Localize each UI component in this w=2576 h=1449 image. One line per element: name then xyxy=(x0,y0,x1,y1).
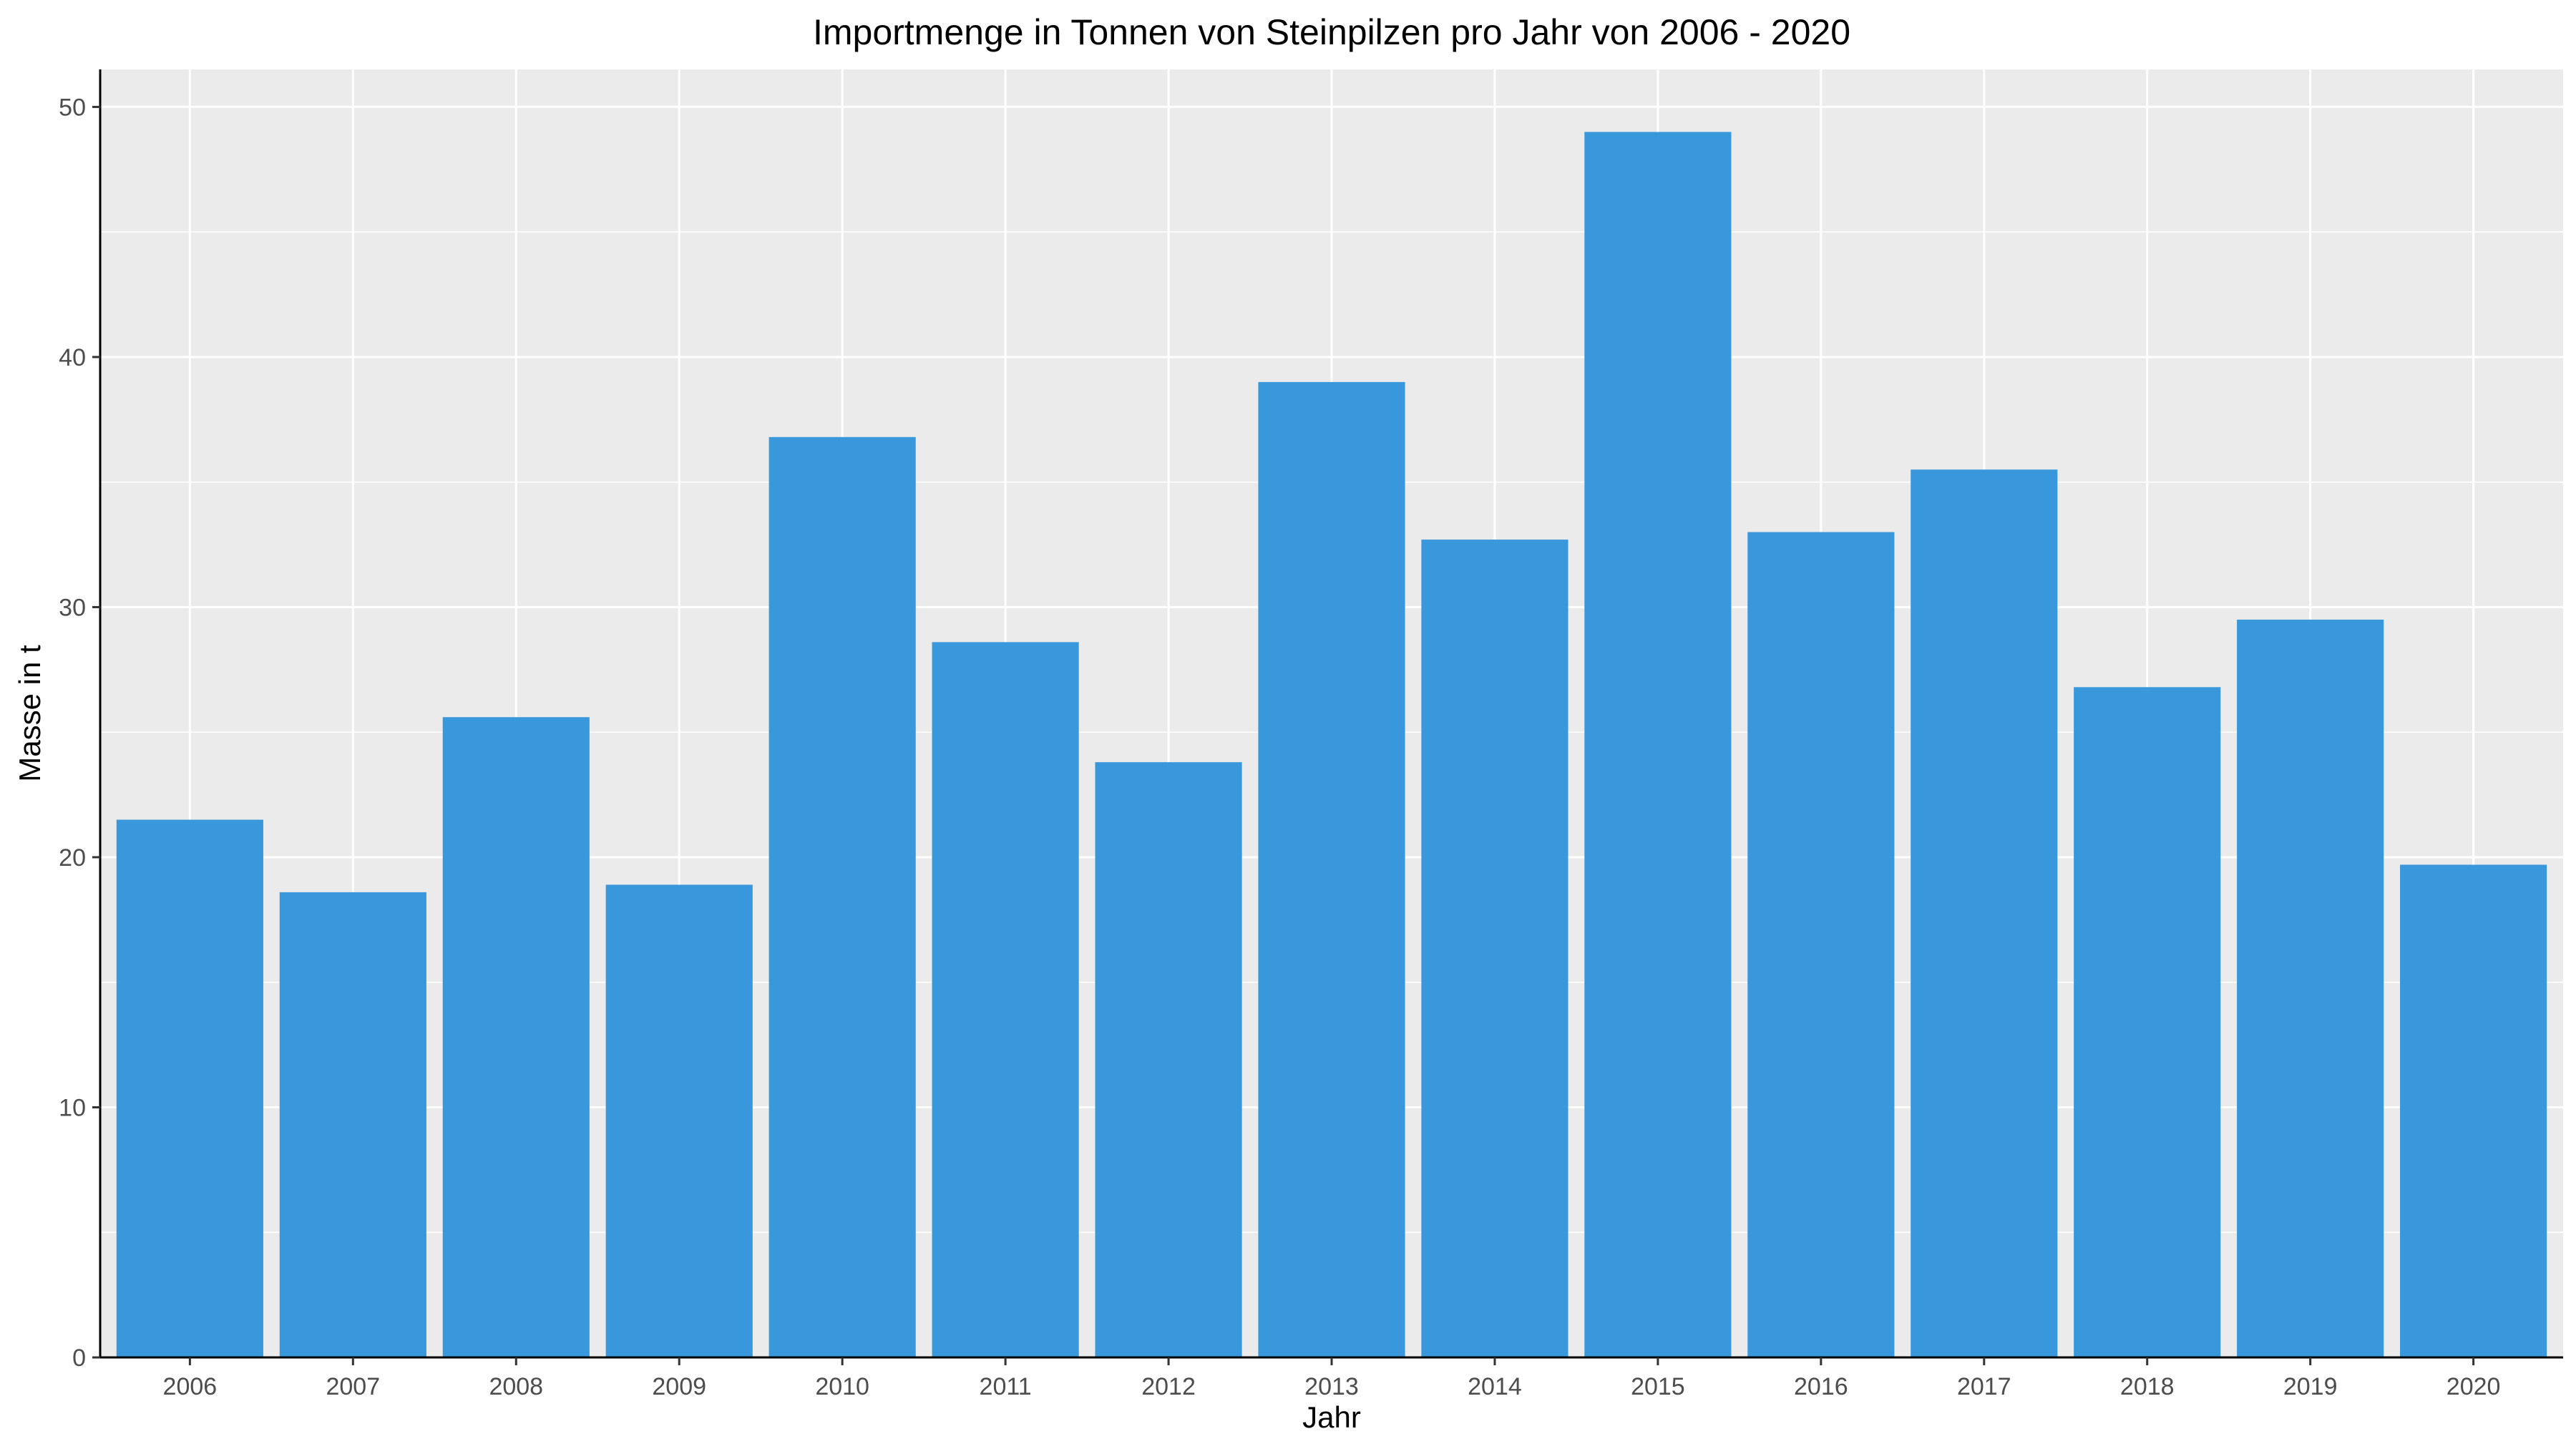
y-tick-label: 10 xyxy=(59,1094,86,1121)
x-tick-label: 2011 xyxy=(980,1373,1032,1400)
x-tick-label: 2012 xyxy=(1141,1373,1196,1400)
x-axis-title: Jahr xyxy=(1302,1400,1361,1434)
x-tick-label: 2006 xyxy=(163,1373,218,1400)
x-tick-label: 2020 xyxy=(2446,1373,2501,1400)
x-tick-label: 2016 xyxy=(1794,1373,1848,1400)
bar-2008 xyxy=(442,717,590,1357)
bar-2009 xyxy=(605,884,753,1357)
bar-2015 xyxy=(1584,132,1732,1357)
bar-2011 xyxy=(932,642,1079,1357)
bar-2019 xyxy=(2237,619,2384,1357)
x-tick-label: 2013 xyxy=(1304,1373,1359,1400)
y-tick-label: 50 xyxy=(59,94,86,121)
bar-2006 xyxy=(116,819,263,1357)
bars xyxy=(116,132,2547,1358)
x-tick-label: 2017 xyxy=(1957,1373,2011,1400)
bar-2020 xyxy=(2400,864,2547,1357)
bar-2017 xyxy=(1911,469,2058,1357)
y-tick-label: 0 xyxy=(72,1345,86,1372)
x-tick-label: 2015 xyxy=(1631,1373,1685,1400)
x-tick-label: 2019 xyxy=(2283,1373,2338,1400)
bar-2014 xyxy=(1421,540,1568,1357)
x-tick-label: 2008 xyxy=(489,1373,543,1400)
bar-2016 xyxy=(1747,532,1895,1357)
x-axis-ticks: 2006 2007 2008 2009 2010 2011 2012 2013 2014 2015… xyxy=(163,1357,2501,1400)
bar-2013 xyxy=(1258,381,1405,1357)
y-axis-title: Masse in t xyxy=(13,645,47,782)
x-tick-label: 2018 xyxy=(2120,1373,2175,1400)
y-tick-label: 30 xyxy=(59,594,86,621)
y-tick-label: 20 xyxy=(59,844,86,872)
x-tick-label: 2009 xyxy=(652,1373,706,1400)
bar-2012 xyxy=(1095,762,1242,1357)
x-tick-label: 2007 xyxy=(326,1373,380,1400)
y-axis-ticks: 0 10 20 30 40 50 xyxy=(59,94,100,1372)
bar-2010 xyxy=(769,436,916,1358)
bar-2007 xyxy=(279,892,426,1357)
x-tick-label: 2010 xyxy=(815,1373,869,1400)
chart-title: Importmenge in Tonnen von Steinpilzen pr… xyxy=(813,12,1850,52)
bar-2018 xyxy=(2074,687,2221,1357)
y-tick-label: 40 xyxy=(59,344,86,371)
x-tick-label: 2014 xyxy=(1468,1373,1522,1400)
